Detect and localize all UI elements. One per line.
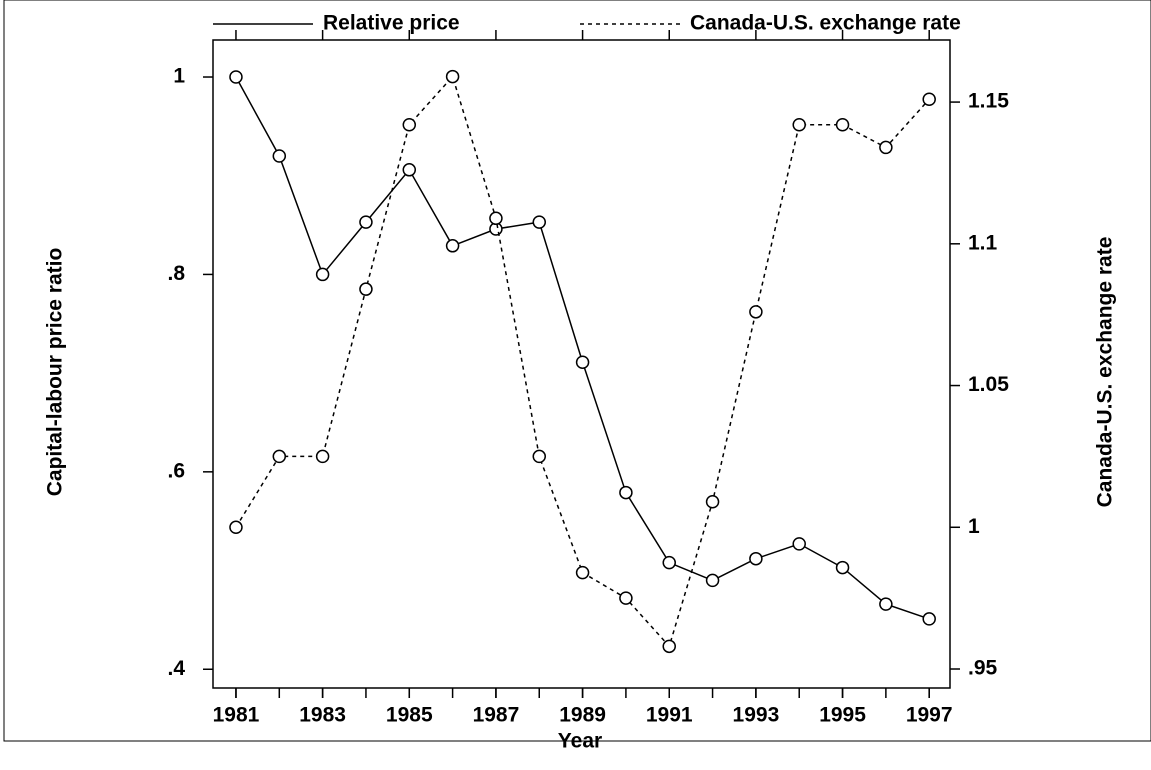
y2-tick-label: 1 [968,515,980,538]
marker [662,555,676,570]
marker [835,560,850,575]
marker [315,267,330,282]
y2-tick-label: 1.15 [968,90,1009,113]
x-tick-label: 1993 [733,704,780,727]
marker [489,211,503,226]
x-tick-label: 1983 [299,704,346,727]
x-tick-label: 1991 [646,704,693,727]
marker [792,118,806,132]
marker [315,449,330,464]
marker [272,449,287,464]
y-axis-label: Capital-labour price ratio [44,248,67,497]
x-tick-label: 1989 [559,704,606,727]
legend-label: Relative price [323,12,460,35]
marker [229,520,243,535]
marker [922,612,936,626]
marker [619,591,633,605]
marker [445,239,460,253]
series-line [235,76,930,620]
marker [575,565,590,580]
y-tick-label: .8 [167,262,185,285]
x-tick-label: 1987 [473,704,520,727]
x-tick-label: 1995 [819,704,866,727]
y2-tick-label: .95 [968,657,998,680]
marker [705,495,720,509]
y-tick-label: .4 [167,657,185,680]
y2-axis-label: Canada-U.S. exchange rate [1094,237,1117,508]
marker [922,92,936,106]
marker [879,140,893,155]
marker [532,449,547,464]
marker [532,215,547,229]
marker [792,537,806,551]
marker [575,355,590,370]
y2-tick-label: 1.05 [968,373,1009,396]
x-tick-label: 1985 [386,704,433,727]
marker [619,485,633,500]
y2-tick-label: 1.1 [968,231,998,254]
marker [445,69,460,84]
y-tick-label: .6 [167,459,185,482]
marker [272,149,287,163]
marker [359,215,373,229]
plot-frame [212,39,951,689]
y-tick-label: 1 [173,65,185,88]
marker [359,282,373,296]
marker [835,118,850,132]
x-tick-label: 1981 [213,704,260,727]
marker [749,305,763,319]
marker [229,70,243,84]
frame [3,0,1151,742]
x-tick-label: 1997 [906,704,953,727]
marker [662,639,676,654]
marker [402,118,417,132]
marker [705,573,720,588]
x-axis-label: Year [558,730,602,753]
marker [879,597,893,611]
legend-label: Canada-U.S. exchange rate [690,12,961,35]
marker [749,551,763,566]
marker [402,163,417,177]
